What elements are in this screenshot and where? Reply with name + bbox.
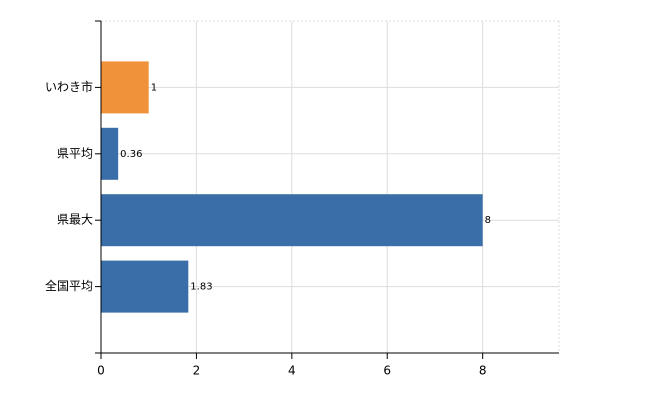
bar bbox=[101, 127, 119, 180]
y-tick-label: いわき市 bbox=[45, 79, 93, 94]
x-tick-label: 6 bbox=[383, 364, 391, 378]
value-label: 1.83 bbox=[190, 282, 212, 293]
x-tick-label: 2 bbox=[193, 364, 201, 378]
x-tick-label: 4 bbox=[288, 364, 296, 378]
y-tick-label: 全国平均 bbox=[45, 278, 93, 293]
bar bbox=[101, 61, 149, 114]
y-tick-label: 県最大 bbox=[57, 213, 93, 227]
x-tick-label: 0 bbox=[97, 364, 105, 378]
value-label: 1 bbox=[151, 82, 157, 93]
value-label: 0.36 bbox=[120, 149, 142, 160]
bar bbox=[101, 260, 189, 313]
y-tick-label: 県平均 bbox=[57, 146, 93, 160]
bar bbox=[101, 194, 483, 247]
x-tick-label: 8 bbox=[479, 364, 487, 378]
value-label: 8 bbox=[485, 215, 491, 226]
